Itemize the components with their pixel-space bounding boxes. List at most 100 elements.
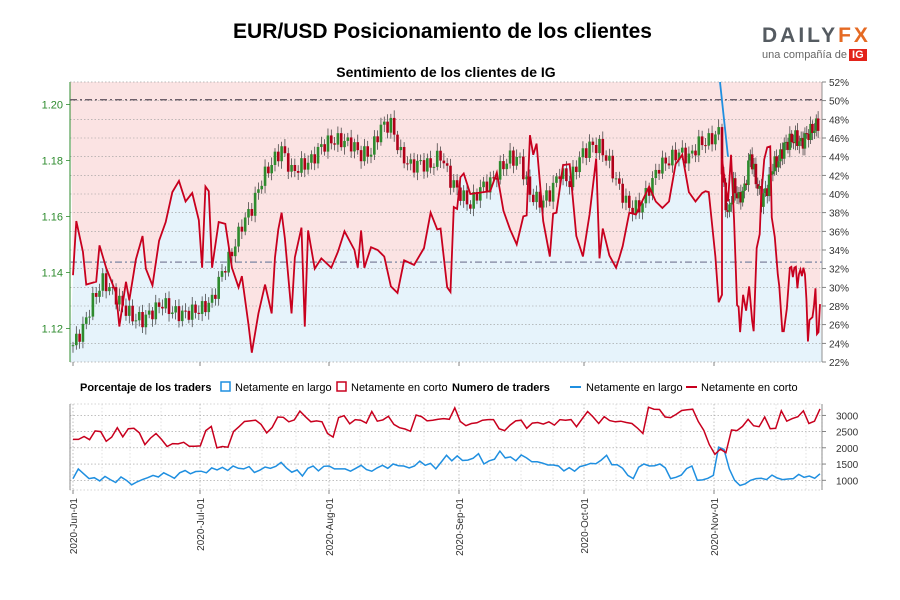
traders-tick-label: 3000: [836, 411, 859, 422]
candle: [399, 146, 403, 151]
candle: [631, 207, 634, 214]
x-tick-label: 2020-Jun-01: [69, 498, 80, 555]
candle: [777, 161, 780, 168]
candle: [98, 290, 101, 297]
candle: [735, 193, 739, 199]
candle: [578, 157, 581, 173]
candle: [717, 127, 720, 135]
candle: [303, 158, 307, 170]
candle: [300, 158, 303, 173]
candle: [767, 174, 771, 197]
candle: [561, 168, 565, 179]
candle: [426, 158, 429, 172]
candle: [339, 133, 343, 148]
candle: [654, 169, 658, 179]
candle: [406, 163, 409, 165]
candle: [601, 138, 605, 156]
candle: [84, 317, 88, 324]
candle: [442, 160, 446, 164]
candle: [568, 181, 571, 188]
candle: [204, 301, 207, 313]
candle: [478, 187, 482, 201]
candle: [756, 184, 760, 189]
candle: [754, 163, 758, 185]
candle: [217, 276, 220, 299]
candle: [190, 304, 194, 320]
candle: [422, 160, 426, 172]
candle: [555, 176, 558, 183]
candle: [743, 183, 746, 191]
candle: [794, 130, 797, 144]
candle: [210, 294, 214, 303]
candle: [700, 136, 704, 146]
candle: [558, 176, 562, 179]
candle: [786, 141, 790, 150]
candle: [664, 157, 668, 164]
legend-pct-long: Netamente en largo: [235, 382, 332, 394]
candle: [571, 166, 575, 188]
candle: [134, 320, 138, 322]
candle: [293, 164, 297, 171]
candle: [306, 162, 310, 170]
candle: [618, 178, 621, 184]
candle: [752, 163, 756, 170]
candle: [131, 305, 134, 322]
candle: [435, 150, 439, 167]
candle: [782, 142, 786, 159]
candle: [801, 138, 805, 149]
candle: [488, 177, 492, 193]
candle: [710, 133, 714, 145]
candle: [771, 171, 775, 175]
candle: [594, 144, 598, 154]
traders-short-line: [73, 406, 821, 456]
candle: [611, 155, 615, 179]
traders-tick-label: 1000: [836, 476, 859, 487]
candle: [728, 204, 731, 212]
right-tick-label: 48%: [829, 115, 849, 126]
candle: [343, 140, 346, 148]
candle: [71, 345, 75, 347]
candle: [773, 156, 777, 172]
candle: [737, 192, 741, 199]
candle: [373, 136, 376, 155]
right-tick-label: 50%: [829, 97, 849, 108]
candle: [137, 311, 141, 321]
candle: [164, 298, 168, 309]
candle: [349, 137, 353, 152]
candle: [475, 192, 479, 201]
candle: [714, 134, 717, 145]
candle: [240, 226, 244, 232]
candle: [584, 148, 588, 158]
candle: [565, 168, 568, 182]
candle: [313, 154, 317, 164]
legend-pct-short: Netamente en corto: [351, 382, 448, 394]
candle: [684, 147, 687, 164]
candle: [762, 193, 765, 207]
candle: [320, 144, 323, 147]
traders-tick-label: 1500: [836, 460, 859, 471]
dailyfx-logo: DAILYFX una compañía de IG: [762, 24, 872, 61]
candle: [690, 150, 694, 154]
candle: [108, 286, 111, 292]
candle: [644, 188, 648, 204]
candle: [389, 117, 393, 133]
candle: [581, 148, 585, 158]
long-percentage-line: [72, 135, 821, 353]
candle: [608, 155, 611, 161]
candle: [88, 316, 91, 318]
candle: [482, 181, 485, 188]
candle: [680, 147, 684, 153]
candle: [813, 130, 816, 133]
candle: [127, 305, 131, 316]
candle: [359, 150, 363, 162]
candle: [409, 159, 413, 164]
candle: [376, 136, 379, 143]
candle: [157, 302, 161, 307]
candle: [551, 182, 555, 202]
candle: [104, 273, 108, 292]
candle: [369, 154, 373, 157]
logo-tagline: una compañía de IG: [762, 49, 872, 61]
candle: [779, 149, 782, 162]
candle: [726, 210, 729, 212]
candle: [677, 152, 681, 161]
